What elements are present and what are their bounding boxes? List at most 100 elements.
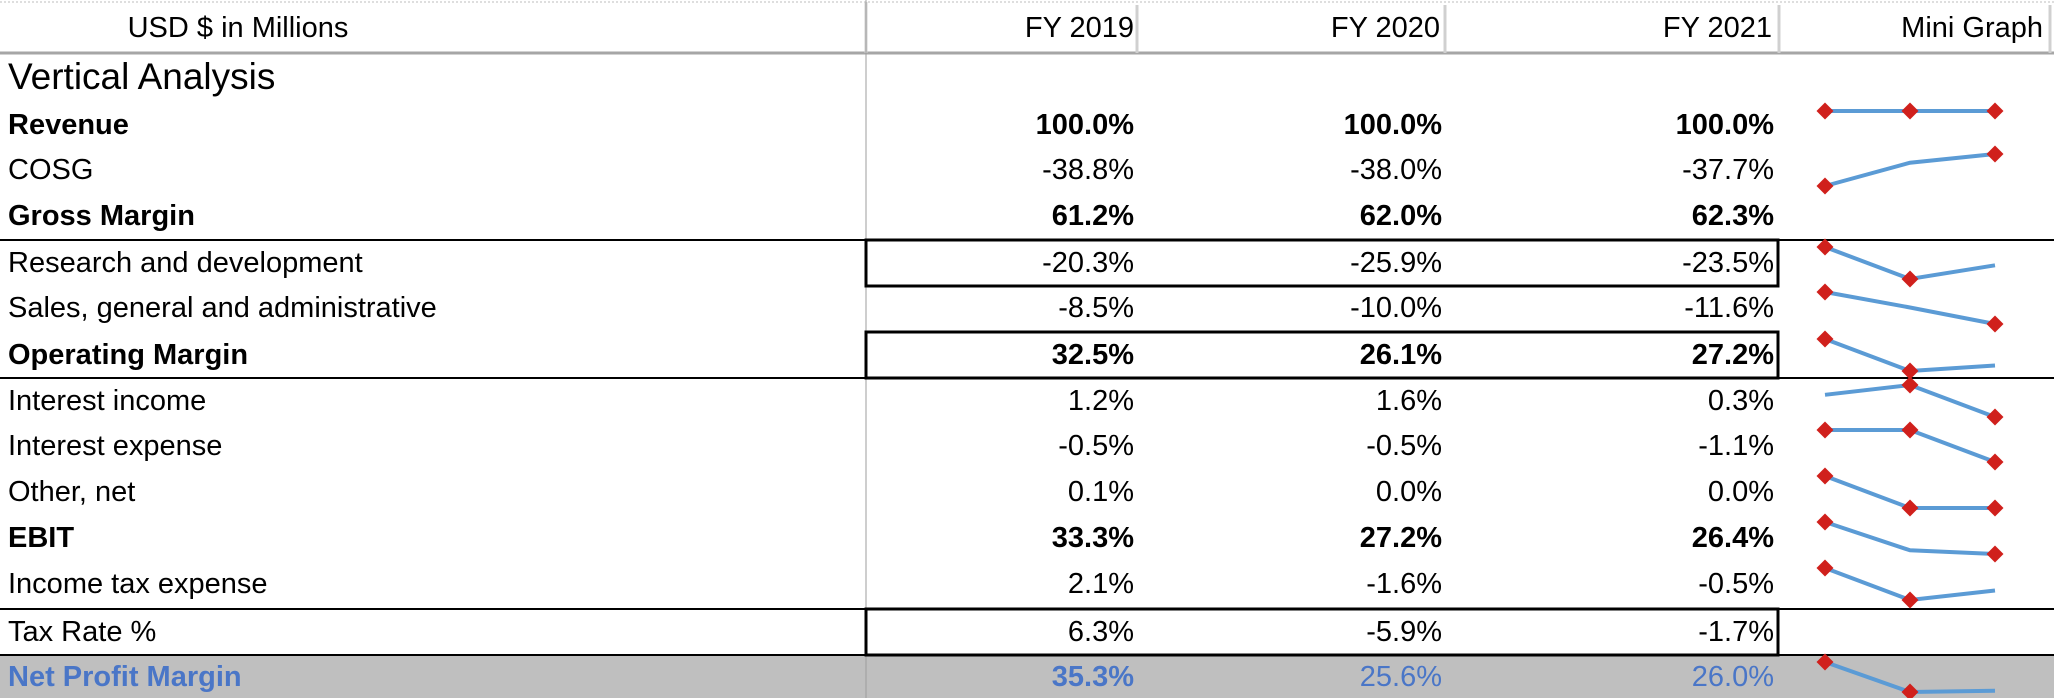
sparkline-marker bbox=[1816, 177, 1834, 195]
row-label: Interest income bbox=[8, 384, 207, 417]
fy2019-value: 0.1% bbox=[1067, 475, 1134, 508]
fy2019-value: 35.3% bbox=[1051, 660, 1134, 693]
row-cosg: COSG -38.8% -38.0% -37.7% bbox=[0, 145, 2054, 195]
row-label: Income tax expense bbox=[8, 567, 268, 600]
sparkline-marker bbox=[1986, 315, 2004, 333]
row-operating-margin: Operating Margin 32.5% 26.1% 27.2% bbox=[0, 330, 2054, 380]
fy2019-value: -20.3% bbox=[1042, 246, 1134, 279]
fy2019-value: 61.2% bbox=[1051, 199, 1134, 232]
sparkline-marker bbox=[1901, 102, 1919, 120]
sparkline-marker bbox=[1816, 330, 1834, 348]
fy2020-value: -10.0% bbox=[1350, 291, 1442, 324]
fy2019-header: FY 2019 bbox=[1024, 11, 1134, 44]
tax-rate-row-border bbox=[864, 607, 1780, 657]
fy2021-value: 100.0% bbox=[1675, 108, 1774, 141]
row-revenue: Revenue 100.0% 100.0% 100.0% bbox=[0, 102, 2054, 147]
sparkline-marker bbox=[1986, 102, 2004, 120]
row-label: COSG bbox=[8, 153, 94, 186]
fy2019-value: -38.8% bbox=[1042, 153, 1134, 186]
sparkline-path bbox=[1824, 520, 1996, 556]
fy2021-value: 0.0% bbox=[1707, 475, 1774, 508]
fy2021-value: -37.7% bbox=[1682, 153, 1774, 186]
header-row: USD $ in Millions FY 2019 FY 2020 FY 202… bbox=[0, 3, 2054, 53]
fy2020-value: -38.0% bbox=[1350, 153, 1442, 186]
row-label: Other, net bbox=[8, 475, 136, 508]
sparkline bbox=[1816, 283, 2004, 333]
sparkline-marker bbox=[1986, 145, 2004, 163]
fy2020-value: -0.5% bbox=[1366, 429, 1442, 462]
mini-graph-header: Mini Graph bbox=[1901, 11, 2043, 44]
fy2021-value: -1.1% bbox=[1698, 429, 1774, 462]
row-net-profit-margin: Net Profit Margin 35.3% 25.6% 26.0% bbox=[0, 653, 2054, 698]
row-label: Sales, general and administrative bbox=[8, 291, 437, 324]
row-interest-income: Interest income 1.2% 1.6% 0.3% bbox=[0, 376, 2054, 426]
fy2021-value: -11.6% bbox=[1684, 291, 1774, 324]
fy2020-value: 26.1% bbox=[1359, 338, 1442, 371]
fy2019-value: 100.0% bbox=[1035, 108, 1134, 141]
sparkline-path bbox=[1824, 290, 1996, 326]
row-ebit: EBIT 33.3% 27.2% 26.4% bbox=[0, 513, 2054, 563]
sparkline bbox=[1816, 653, 1996, 698]
fy2020-header: FY 2020 bbox=[1330, 11, 1440, 44]
sparkline-marker bbox=[1901, 376, 1919, 394]
fy2020-value: 1.6% bbox=[1375, 384, 1442, 417]
sparkline-marker bbox=[1986, 545, 2004, 563]
sparkline bbox=[1816, 330, 1996, 380]
fy2021-value: 26.4% bbox=[1691, 521, 1774, 554]
row-research-development: Research and development -20.3% -25.9% -23.… bbox=[0, 238, 2054, 288]
fy2021-value: 27.2% bbox=[1691, 338, 1774, 371]
row-other-net: Other, net 0.1% 0.0% 0.0% bbox=[0, 467, 2054, 517]
fy2020-value: 0.0% bbox=[1375, 475, 1442, 508]
row-label: EBIT bbox=[8, 521, 75, 554]
fy2021-value: 62.3% bbox=[1691, 199, 1774, 232]
fy2021-value: 26.0% bbox=[1691, 660, 1774, 693]
fy2019-value: 33.3% bbox=[1051, 521, 1134, 554]
fy2020-value: 25.6% bbox=[1359, 660, 1442, 693]
sparkline-marker bbox=[1986, 453, 2004, 471]
fy2019-value: 1.2% bbox=[1067, 384, 1134, 417]
sparkline bbox=[1816, 238, 1996, 288]
sparkline-marker bbox=[1901, 421, 1919, 439]
sparkline bbox=[1816, 102, 2004, 120]
row-tax-rate: Tax Rate % 6.3% -5.9% -1.7% bbox=[0, 610, 2054, 654]
fy2021-value: -0.5% bbox=[1698, 567, 1774, 600]
operating-margin-row-border bbox=[864, 330, 1780, 380]
sparkline bbox=[1816, 467, 2004, 517]
rd-row-border bbox=[864, 238, 1780, 288]
sparkline bbox=[1824, 376, 2004, 426]
fy2019-value: -8.5% bbox=[1058, 291, 1134, 324]
sparkline-marker bbox=[1901, 683, 1919, 698]
row-label: Revenue bbox=[8, 108, 129, 141]
sparkline-marker bbox=[1901, 270, 1919, 288]
fy2019-value: 32.5% bbox=[1051, 338, 1134, 371]
sparkline-marker bbox=[1986, 499, 2004, 517]
section-title: Vertical Analysis bbox=[8, 56, 276, 97]
fy2021-value: -23.5% bbox=[1682, 246, 1774, 279]
fy2020-value: -25.9% bbox=[1350, 246, 1442, 279]
row-label: Tax Rate % bbox=[8, 615, 157, 648]
fy2019-value: 6.3% bbox=[1067, 615, 1134, 648]
row-gross-margin: Gross Margin 61.2% 62.0% 62.3% bbox=[0, 194, 2054, 238]
fy2020-value: 100.0% bbox=[1343, 108, 1442, 141]
fy2021-header: FY 2021 bbox=[1662, 11, 1772, 44]
sparkline-marker bbox=[1816, 421, 1834, 439]
sparkline-path bbox=[1824, 152, 1996, 188]
sparkline-marker bbox=[1901, 499, 1919, 517]
row-label: Interest expense bbox=[8, 429, 223, 462]
row-interest-expense: Interest expense -0.5% -0.5% -1.1% bbox=[0, 421, 2054, 471]
units-header: USD $ in Millions bbox=[127, 11, 349, 44]
fy2020-value: -1.6% bbox=[1366, 567, 1442, 600]
section-title-row: Vertical Analysis bbox=[0, 56, 2054, 98]
sparkline-marker bbox=[1816, 653, 1834, 671]
fy2021-value: 0.3% bbox=[1707, 384, 1774, 417]
sparkline-marker bbox=[1816, 559, 1834, 577]
row-label: Gross Margin bbox=[8, 199, 195, 232]
sparkline-marker bbox=[1816, 102, 1834, 120]
sparkline bbox=[1816, 145, 2004, 195]
row-label: Net Profit Margin bbox=[8, 660, 242, 693]
fy2020-value: 62.0% bbox=[1359, 199, 1442, 232]
fy2021-value: -1.7% bbox=[1698, 615, 1774, 648]
row-label: Operating Margin bbox=[8, 338, 249, 371]
